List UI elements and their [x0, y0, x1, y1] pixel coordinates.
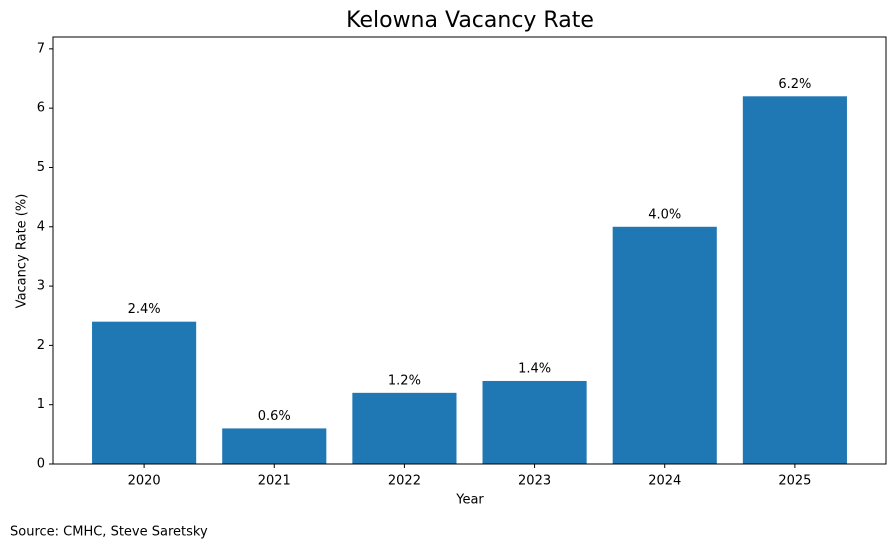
plot-frame	[52, 36, 887, 465]
source-note: Source: CMHC, Steve Saretsky	[10, 525, 208, 540]
bar	[92, 321, 197, 464]
y-tick-label: 6	[37, 101, 45, 116]
x-tick-label: 2025	[778, 474, 811, 489]
x-tick-label: 2024	[648, 474, 681, 489]
value-label: 6.2%	[778, 77, 811, 92]
y-tick-label: 3	[37, 279, 45, 294]
y-tick-label: 5	[37, 160, 45, 175]
y-tick-label: 4	[37, 219, 45, 234]
bar	[222, 428, 327, 464]
value-label: 1.2%	[388, 373, 421, 388]
y-tick-label: 7	[37, 41, 45, 56]
value-label: 1.4%	[518, 361, 551, 376]
bar	[612, 226, 717, 464]
bar	[352, 392, 457, 464]
x-axis-label: Year	[455, 493, 484, 508]
x-tick-label: 2023	[518, 474, 551, 489]
chart-title: Kelowna Vacancy Rate	[346, 8, 594, 33]
y-tick-label: 2	[37, 338, 45, 353]
x-tick-label: 2020	[128, 474, 161, 489]
value-label: 2.4%	[128, 302, 161, 317]
bar	[482, 380, 587, 464]
y-tick-label: 1	[37, 397, 45, 412]
value-label: 4.0%	[648, 207, 681, 222]
y-tick-label: 0	[37, 457, 45, 472]
y-axis-label: Vacancy Rate (%)	[15, 194, 30, 309]
bar	[742, 96, 847, 465]
value-label: 0.6%	[258, 409, 291, 424]
x-tick-label: 2021	[258, 474, 291, 489]
x-tick-label: 2022	[388, 474, 421, 489]
